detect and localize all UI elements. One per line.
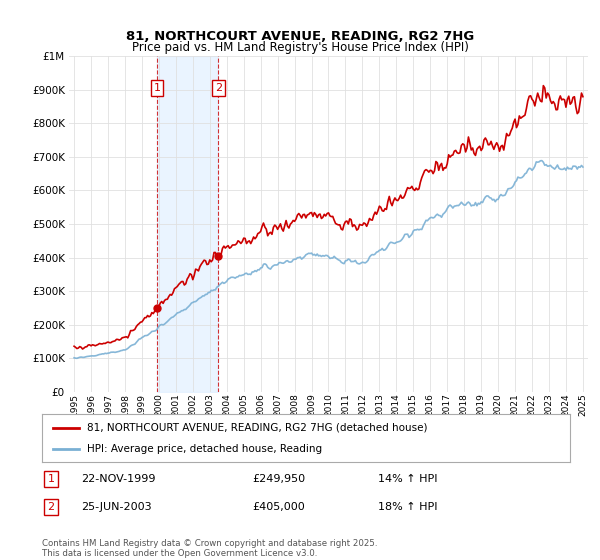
Text: 14% ↑ HPI: 14% ↑ HPI bbox=[378, 474, 437, 484]
Text: Contains HM Land Registry data © Crown copyright and database right 2025.
This d: Contains HM Land Registry data © Crown c… bbox=[42, 539, 377, 558]
Text: 1: 1 bbox=[154, 83, 161, 93]
Text: 2: 2 bbox=[215, 83, 222, 93]
Text: 81, NORTHCOURT AVENUE, READING, RG2 7HG: 81, NORTHCOURT AVENUE, READING, RG2 7HG bbox=[126, 30, 474, 43]
Text: Price paid vs. HM Land Registry's House Price Index (HPI): Price paid vs. HM Land Registry's House … bbox=[131, 41, 469, 54]
Text: 22-NOV-1999: 22-NOV-1999 bbox=[81, 474, 155, 484]
Text: £405,000: £405,000 bbox=[252, 502, 305, 512]
Text: HPI: Average price, detached house, Reading: HPI: Average price, detached house, Read… bbox=[87, 444, 322, 454]
Text: 25-JUN-2003: 25-JUN-2003 bbox=[81, 502, 152, 512]
Text: 18% ↑ HPI: 18% ↑ HPI bbox=[378, 502, 437, 512]
Text: £249,950: £249,950 bbox=[252, 474, 305, 484]
Text: 1: 1 bbox=[47, 474, 55, 484]
Text: 2: 2 bbox=[47, 502, 55, 512]
Text: 81, NORTHCOURT AVENUE, READING, RG2 7HG (detached house): 81, NORTHCOURT AVENUE, READING, RG2 7HG … bbox=[87, 423, 427, 433]
